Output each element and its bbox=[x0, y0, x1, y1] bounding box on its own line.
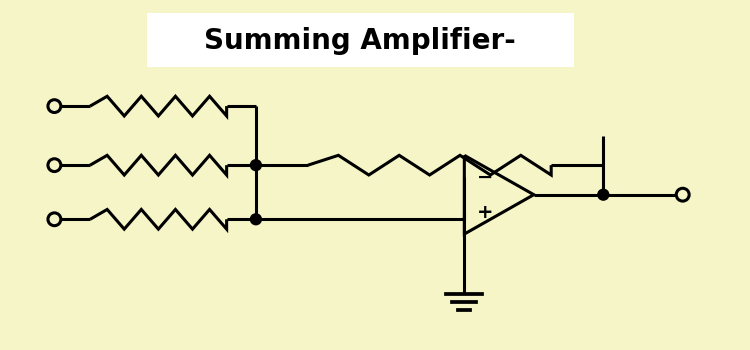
Text: +: + bbox=[477, 203, 494, 222]
Text: Summing Amplifier-: Summing Amplifier- bbox=[204, 27, 516, 55]
FancyBboxPatch shape bbox=[147, 13, 574, 67]
Text: −: − bbox=[477, 168, 494, 187]
Circle shape bbox=[251, 214, 261, 225]
Circle shape bbox=[251, 160, 261, 170]
Circle shape bbox=[598, 189, 609, 200]
